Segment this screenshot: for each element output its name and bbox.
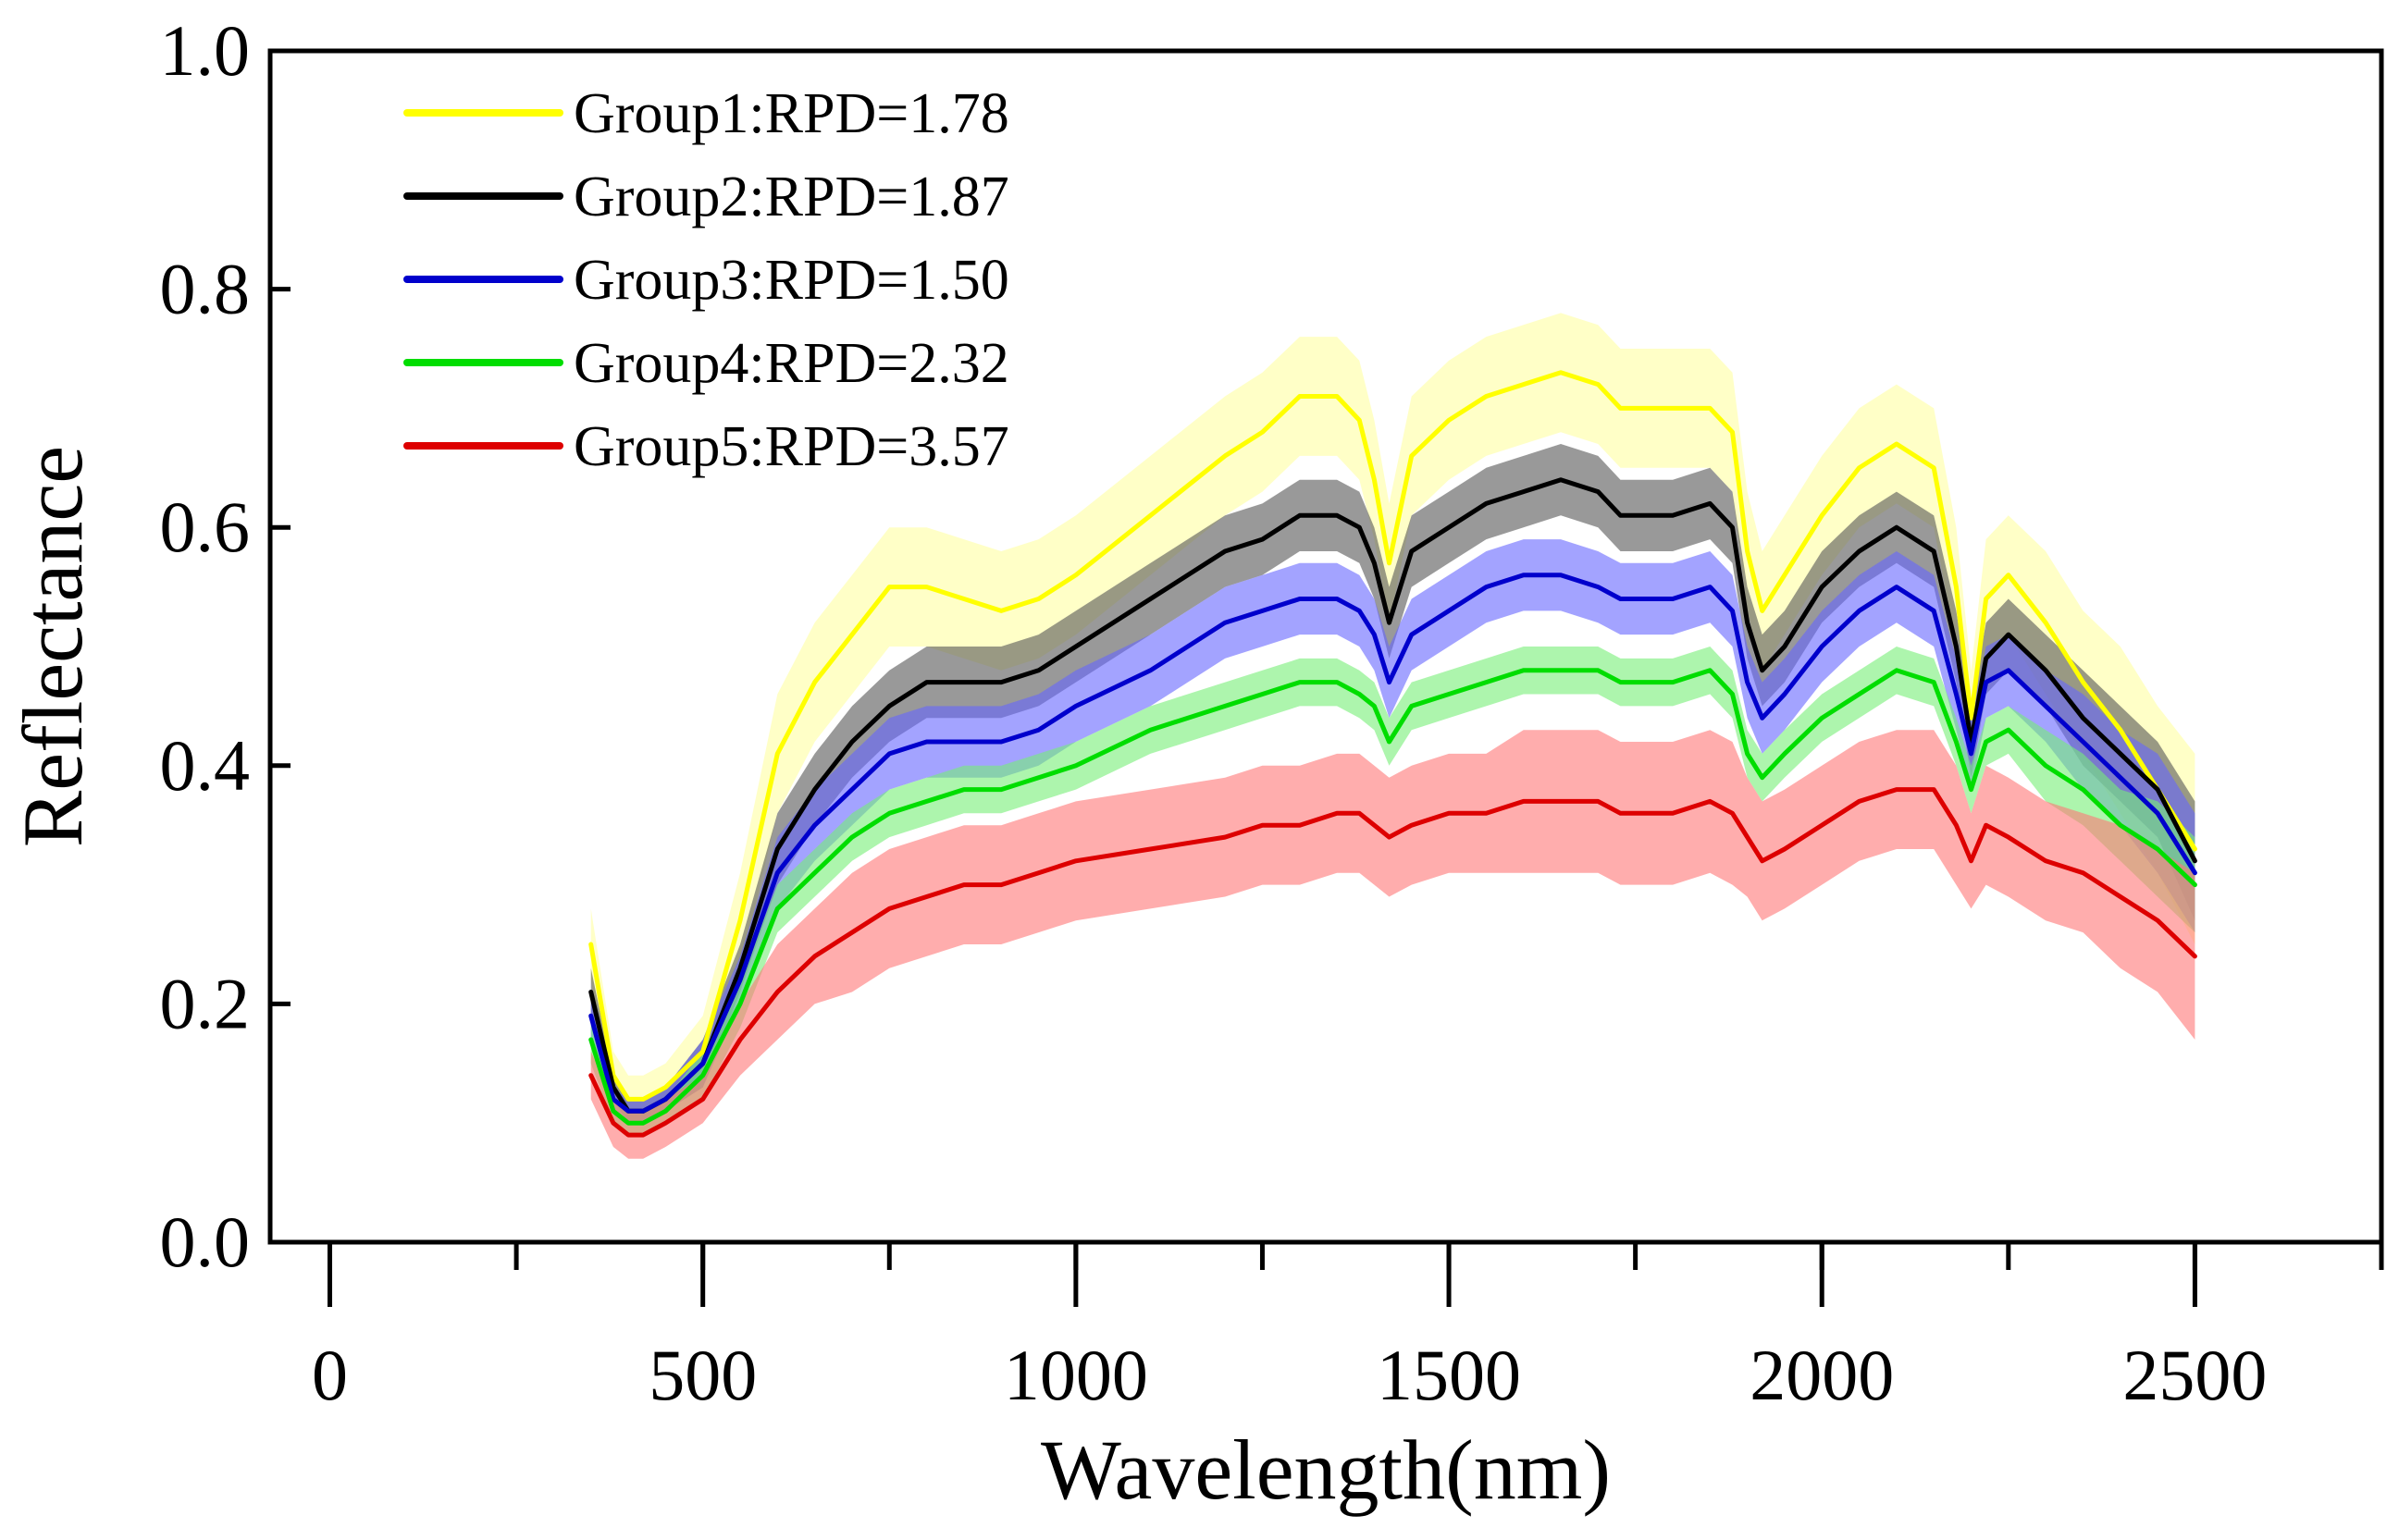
x-tick-label: 1000 — [1004, 1335, 1148, 1415]
x-axis: 0 500 1000 1500 2000 2500 — [312, 1242, 2384, 1415]
legend-item-group4: Group4:RPD=2.32 — [403, 332, 1009, 395]
band-group2 — [590, 444, 2195, 1124]
y-axis: 0.0 0.2 0.4 0.6 0.8 1.0 — [160, 10, 291, 1282]
x-axis-title: Wavelength(nm) — [1041, 1423, 1611, 1517]
legend-item-group5: Group5:RPD=3.57 — [403, 415, 1009, 478]
y-tick-label: 0.8 — [160, 249, 251, 329]
band-group5 — [590, 730, 2195, 1159]
x-tick-label: 0 — [312, 1335, 348, 1415]
plot-frame — [267, 48, 2384, 1245]
line-group4 — [588, 668, 2197, 1126]
legend-label: Group2:RPD=1.87 — [574, 166, 1009, 228]
legend-item-group3: Group3:RPD=1.50 — [403, 249, 1009, 312]
legend-label: Group1:RPD=1.78 — [574, 82, 1009, 145]
x-tick-label: 1500 — [1377, 1335, 1521, 1415]
legend-item-group2: Group2:RPD=1.87 — [403, 166, 1009, 228]
legend: Group1:RPD=1.78 Group2:RPD=1.87 Group3:RPD… — [403, 82, 1009, 478]
x-tick-label: 500 — [649, 1335, 757, 1415]
band-group4 — [590, 647, 2195, 1136]
x-tick-label: 2000 — [1750, 1335, 1894, 1415]
y-tick-label: 0.4 — [160, 725, 251, 806]
y-tick-label: 0.0 — [160, 1201, 251, 1282]
line-group2 — [588, 477, 2197, 1114]
legend-label: Group5:RPD=3.57 — [574, 415, 1009, 478]
legend-item-group1: Group1:RPD=1.78 — [403, 82, 1009, 145]
series-lines — [588, 370, 2197, 1138]
y-tick-label: 1.0 — [160, 10, 251, 91]
y-tick-label: 0.6 — [160, 487, 251, 567]
y-axis-title: Reflectance — [6, 446, 100, 847]
x-tick-label: 2500 — [2122, 1335, 2267, 1415]
band-group1 — [590, 313, 2195, 1124]
line-group1 — [588, 370, 2197, 1102]
y-tick-label: 0.2 — [160, 963, 251, 1043]
line-group3 — [588, 573, 2197, 1114]
legend-label: Group4:RPD=2.32 — [574, 332, 1009, 395]
line-group5 — [588, 787, 2197, 1138]
legend-label: Group3:RPD=1.50 — [574, 249, 1009, 312]
